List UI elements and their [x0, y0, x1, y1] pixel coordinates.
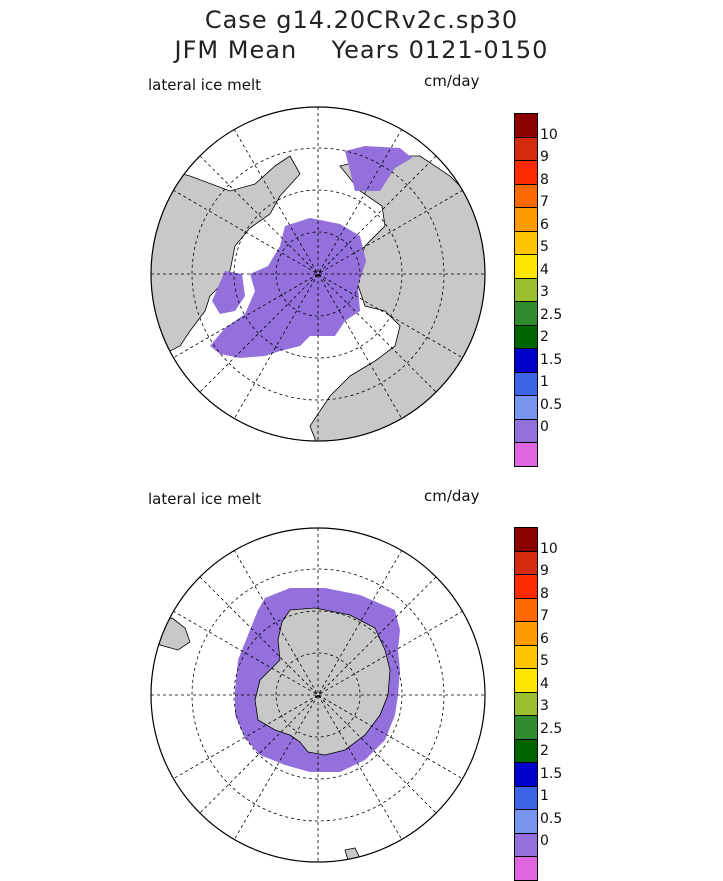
colorbar-swatch — [515, 715, 537, 739]
colorbar-tick-label: 5 — [540, 653, 549, 669]
colorbar-swatch — [515, 371, 537, 395]
colorbar-tick-label: 6 — [540, 630, 549, 647]
colorbar-swatch — [515, 230, 537, 254]
colorbar-tick-label: 10 — [540, 126, 558, 143]
colorbar-swatch — [515, 574, 537, 598]
colorbar-tick-label: 2.5 — [540, 720, 563, 737]
colorbar-swatch — [515, 395, 537, 419]
colorbar-swatch — [515, 856, 537, 880]
colorbar-swatch — [515, 762, 537, 786]
colorbar-tick-label: 1 — [540, 788, 549, 804]
colorbar-tick-label: 0.5 — [540, 396, 563, 413]
colorbar-swatch — [515, 277, 537, 301]
colorbar-tick-label: 7 — [540, 194, 549, 210]
colorbar-swatch — [515, 550, 537, 574]
colorbar-tick-label: 0.5 — [540, 810, 563, 827]
colorbar-swatch — [515, 644, 537, 668]
colorbar-tick-label: 9 — [540, 563, 549, 579]
ice-melt-labrador — [212, 271, 245, 314]
figure-title-line2: JFM Mean Years 0121-0150 — [174, 36, 549, 64]
colorbar-tick-label: 1.5 — [540, 351, 563, 368]
colorbar-swatch — [515, 348, 537, 372]
colorbar-swatch — [515, 738, 537, 762]
colorbar-swatch — [515, 114, 537, 137]
colorbar-tick-label: 1 — [540, 374, 549, 390]
colorbar-swatch — [515, 528, 537, 551]
south-colorbar — [514, 527, 538, 881]
colorbar-swatch — [515, 809, 537, 833]
figure-title-line1: Case g14.20CRv2c.sp30 — [204, 6, 519, 34]
colorbar-tick-label: 4 — [540, 261, 549, 278]
panel2-label: lateral ice melt — [148, 490, 262, 508]
colorbar-tick-label: 8 — [540, 585, 549, 602]
colorbar-swatch — [515, 207, 537, 231]
panel2-units: cm/day — [424, 487, 480, 505]
colorbar-swatch — [515, 597, 537, 621]
colorbar-tick-label: 10 — [540, 540, 558, 557]
colorbar-tick-label: 4 — [540, 675, 549, 692]
colorbar-tick-label: 3 — [540, 284, 549, 300]
south-polar-map — [150, 527, 486, 863]
colorbar-swatch — [515, 442, 537, 466]
colorbar-swatch — [515, 301, 537, 325]
colorbar-tick-label: 6 — [540, 216, 549, 233]
colorbar-tick-label: 3 — [540, 698, 549, 714]
colorbar-swatch — [515, 183, 537, 207]
colorbar-tick-label: 2 — [540, 329, 549, 345]
colorbar-swatch — [515, 785, 537, 809]
colorbar-swatch — [515, 324, 537, 348]
colorbar-tick-label: 7 — [540, 608, 549, 624]
panel1-label: lateral ice melt — [148, 76, 262, 94]
colorbar-tick-label: 8 — [540, 171, 549, 188]
colorbar-swatch — [515, 418, 537, 442]
colorbar-tick-label: 0 — [540, 419, 549, 435]
colorbar-swatch — [515, 254, 537, 278]
colorbar-swatch — [515, 136, 537, 160]
colorbar-tick-label: 5 — [540, 239, 549, 255]
colorbar-tick-label: 2 — [540, 743, 549, 759]
colorbar-tick-label: 9 — [540, 149, 549, 165]
colorbar-swatch — [515, 691, 537, 715]
colorbar-swatch — [515, 160, 537, 184]
colorbar-tick-label: 2.5 — [540, 306, 563, 323]
colorbar-swatch — [515, 621, 537, 645]
colorbar-tick-label: 1.5 — [540, 765, 563, 782]
ice-melt-bering — [345, 146, 412, 191]
colorbar-swatch — [515, 832, 537, 856]
north-polar-map — [150, 106, 486, 442]
panel1-units: cm/day — [424, 72, 480, 90]
colorbar-swatch — [515, 668, 537, 692]
north-colorbar — [514, 113, 538, 467]
ice-melt-arctic — [210, 218, 366, 358]
colorbar-tick-label: 0 — [540, 833, 549, 849]
